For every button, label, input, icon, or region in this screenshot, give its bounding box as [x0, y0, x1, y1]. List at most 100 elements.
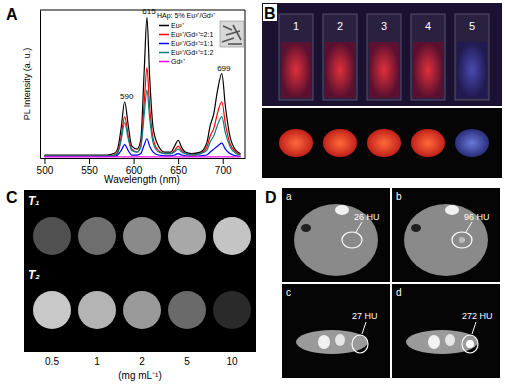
panel-label: C — [6, 189, 18, 206]
panel-label: B — [264, 5, 276, 22]
ct-background — [282, 284, 390, 378]
concentration-label: 1 — [94, 356, 100, 367]
tick-mark — [89, 158, 90, 164]
arrow — [362, 322, 366, 334]
ct-hotspot — [459, 237, 465, 243]
inset-rod — [223, 26, 232, 30]
arrow — [472, 322, 476, 334]
arrow — [356, 222, 362, 232]
peak-annotation: 615 — [142, 7, 156, 16]
panel-a: 500550600650700Wavelength (nm)PL Intensi… — [0, 0, 258, 186]
concentration-label: 0.5 — [45, 356, 59, 367]
spectrum-line — [44, 68, 240, 156]
roi-circle — [352, 335, 368, 353]
sample-spot — [411, 129, 445, 157]
ct-body — [296, 330, 368, 354]
roi-circle — [462, 335, 478, 353]
cuvette — [323, 14, 357, 100]
concentration-label: 5 — [184, 356, 190, 367]
panel-label: A — [6, 6, 18, 23]
tick-mark — [134, 158, 135, 164]
inset-frame — [220, 21, 244, 47]
axis-line — [41, 158, 246, 159]
sample-spot — [279, 129, 313, 157]
tick-label: 700 — [215, 165, 232, 176]
legend-entry: Gd³⁺ — [171, 58, 186, 65]
mri-phantom-t1 — [123, 217, 161, 255]
panel-d: 26 HUa96 HUb27 HUc272 HUdD — [265, 188, 500, 378]
tick-mark — [223, 158, 224, 164]
ct-slice: 96 HUb — [392, 188, 500, 282]
legend-swatch — [159, 61, 169, 63]
frame-right — [245, 10, 246, 158]
legend-swatch — [159, 52, 169, 54]
legend-entry: Eu³⁺ — [171, 22, 185, 29]
spectrum-line — [44, 139, 240, 157]
image-label: a — [286, 191, 292, 202]
mri-phantom-t2 — [33, 291, 71, 329]
panel-background — [0, 0, 258, 186]
figure: 500550600650700Wavelength (nm)PL Intensi… — [0, 0, 505, 385]
spectrum-line — [44, 90, 240, 156]
concentration-label: 2 — [139, 356, 145, 367]
legend-swatch — [159, 25, 169, 27]
legend-title: HAp: 5% Eu³⁺/Gd³⁺ — [157, 12, 216, 20]
inset-rod — [228, 43, 242, 45]
cuvette-glow — [325, 42, 355, 98]
hu-value: 96 HU — [464, 212, 490, 222]
photo-bottom — [262, 108, 502, 178]
image-label: c — [286, 287, 291, 298]
cuvette-glow — [413, 42, 443, 98]
sample-spot — [367, 129, 401, 157]
ct-slice: 26 HU a — [282, 188, 390, 282]
row-label: T₂ — [28, 268, 40, 282]
ct-slice: 272 HUd — [392, 284, 500, 378]
mri-image — [24, 190, 256, 352]
cuvette-glow — [281, 42, 311, 98]
legend-swatch — [159, 43, 169, 45]
ct-dark — [411, 224, 421, 232]
concentration-label: 10 — [226, 356, 238, 367]
peak-annotation: 590 — [120, 92, 134, 101]
cuvette-label: 3 — [381, 20, 387, 32]
peak-annotation: 699 — [217, 64, 231, 73]
axis-line — [40, 11, 41, 159]
legend-entry: Eu³⁺/Gd³⁺=1:1 — [171, 40, 213, 47]
ct-background — [392, 188, 500, 282]
ct-bone — [428, 335, 440, 349]
ct-bone — [335, 334, 345, 346]
ct-dark — [301, 224, 311, 232]
mri-phantom-t1 — [78, 217, 116, 255]
roi-circle — [452, 232, 472, 248]
row-label: T₁ — [28, 194, 40, 208]
mri-phantom-t2 — [78, 291, 116, 329]
inset-rod — [233, 25, 241, 40]
plot-lines — [44, 17, 240, 156]
legend-entry: Eu³⁺/Gd³⁺=2:1 — [171, 31, 213, 38]
legend: HAp: 5% Eu³⁺/Gd³⁺ Eu³⁺ Eu³⁺/Gd³⁺=2:1 Eu³⁺/G… — [157, 12, 216, 65]
x-tick: 550 — [81, 158, 98, 176]
ct-spine — [335, 205, 349, 215]
y-axis-title: PL Intensity (a. u.) — [22, 48, 32, 121]
x-axis-title: Wavelength (nm) — [104, 174, 180, 185]
hu-value: 26 HU — [354, 212, 380, 222]
roi-circle — [342, 232, 362, 248]
spectrum-line — [44, 17, 240, 155]
x-tick: 500 — [37, 158, 54, 176]
image-label: d — [396, 287, 402, 298]
ct-spine — [445, 205, 459, 215]
mri-phantom-t2 — [123, 291, 161, 329]
ct-background — [392, 284, 500, 378]
cuvette-label: 5 — [469, 20, 475, 32]
hu-value: 27 HU — [352, 311, 378, 321]
mri-phantom-t1 — [168, 217, 206, 255]
mri-phantom-t2 — [168, 291, 206, 329]
panel-b: 12345B — [262, 3, 502, 178]
cuvette-label: 4 — [425, 20, 431, 32]
arrow — [466, 222, 472, 232]
legend-swatch — [159, 34, 169, 36]
sample-spot — [323, 129, 357, 157]
inset-image — [220, 21, 244, 47]
cuvette-label: 1 — [293, 20, 299, 32]
legend-entry: Eu³⁺/Gd³⁺=1:2 — [171, 49, 213, 56]
